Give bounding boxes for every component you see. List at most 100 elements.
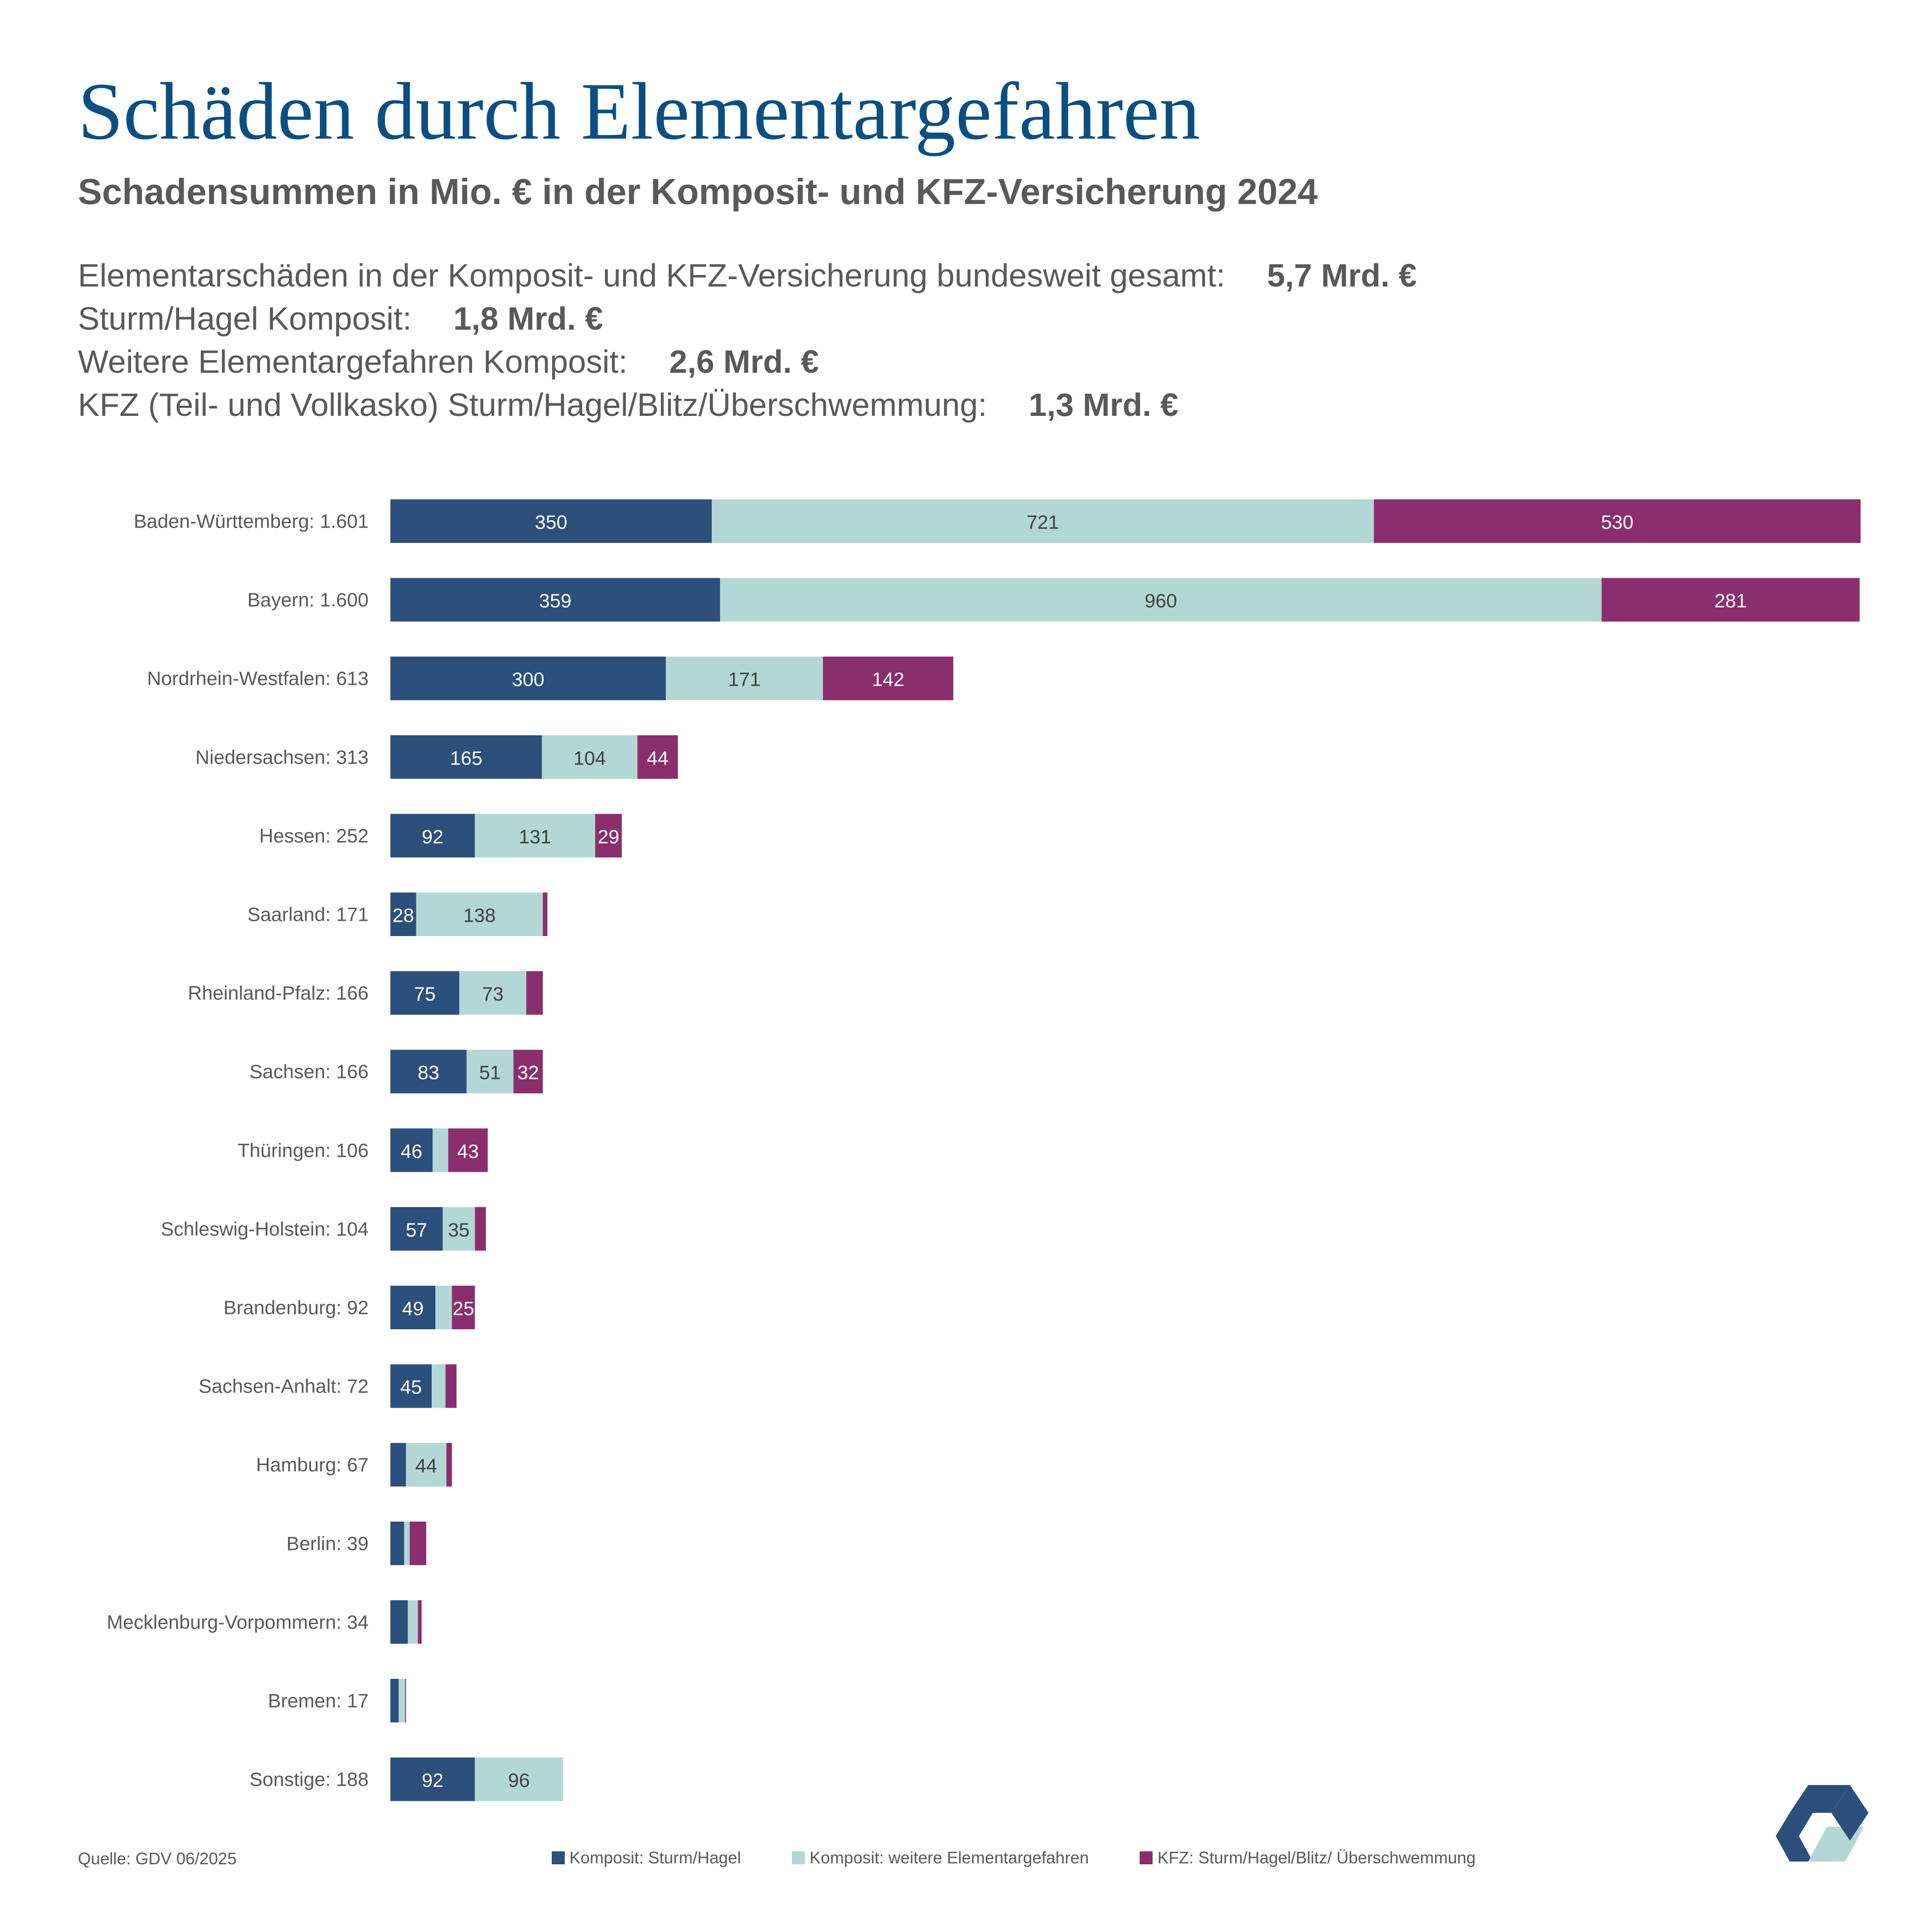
data-label: 92 [422,826,444,848]
summary-line-sturm-hagel: Sturm/Hagel Komposit: 1,8 Mrd. € [78,297,1417,340]
bar-segment [390,1050,467,1094]
data-label: 75 [414,983,436,1005]
data-label: 57 [406,1219,427,1241]
category-label: Rheinland-Pfalz: 166 [188,982,369,1004]
bar-segment [398,1679,405,1722]
bar-segment [390,893,416,936]
summary-value: 1,8 Mrd. € [453,300,603,337]
data-label: 171 [728,669,760,690]
bar-segment [445,1364,457,1408]
data-label: 45 [400,1376,422,1398]
legend-label: KFZ: Sturm/Hagel/Blitz/ Überschwemmung [1157,1848,1476,1867]
bar-segment [433,1128,448,1172]
category-label: Hessen: 252 [259,825,369,847]
summary-line-total: Elementarschäden in der Komposit- und KF… [78,254,1417,297]
data-label: 44 [415,1455,437,1477]
bar-segment [475,814,595,858]
bar-segment [390,657,666,701]
data-label: 104 [574,747,606,769]
page-subtitle: Schadensummen in Mio. € in der Komposit-… [78,171,1318,212]
bar-segment [720,578,1602,622]
page-title: Schäden durch Elementargefahren [78,66,1200,157]
bar-segment [1374,499,1861,543]
bar-segment [452,1286,475,1329]
category-label: Hamburg: 67 [256,1454,369,1476]
legend-label: Komposit: Sturm/Hagel [569,1848,741,1867]
category-label: Mecklenburg-Vorpommern: 34 [107,1611,369,1633]
bar-segment [404,1521,410,1565]
stacked-bar-chart: Baden-Württemberg: 1.601 350 721 530 Bayern:… [107,499,1861,1801]
data-label: 44 [647,747,669,769]
bar-segment [390,578,721,622]
category-label: Sachsen: 166 [249,1061,369,1083]
summary-value: 5,7 Mrd. € [1267,257,1417,293]
data-label: 46 [401,1140,422,1162]
chart-legend: Komposit: Sturm/Hagel Komposit: weitere … [552,1848,1527,1868]
summary-block: Elementarschäden in der Komposit- und KF… [78,254,1417,427]
summary-value: 2,6 Mrd. € [669,344,819,380]
bar-segment [459,971,527,1015]
bar-segment [442,1207,475,1251]
category-label: Brandenburg: 92 [223,1297,369,1319]
bar-segment [526,971,543,1015]
data-label: 28 [392,905,414,926]
data-label: 73 [482,983,504,1005]
bar-segment [390,735,542,779]
bar-segment [390,1207,443,1251]
legend-swatch [792,1851,805,1864]
summary-label: Elementarschäden in der Komposit- und KF… [78,257,1225,293]
category-label: Baden-Württemberg: 1.601 [134,510,369,532]
data-label: 142 [872,669,904,690]
category-label: Niedersachsen: 313 [195,746,369,768]
data-label: 92 [422,1769,444,1791]
category-label: Schleswig-Holstein: 104 [161,1218,369,1240]
legend-swatch [1140,1851,1153,1864]
data-label: 138 [463,905,496,926]
data-label: 51 [479,1062,501,1084]
bar-segment [390,499,712,543]
bar-segment [390,1364,432,1408]
summary-label: KFZ (Teil- und Vollkasko) Sturm/Hagel/Bl… [78,387,987,423]
bar-segment [416,893,543,936]
bar-segment [406,1443,446,1487]
bar-segment [390,814,475,858]
data-label: 25 [453,1298,474,1320]
bar-segment [513,1050,543,1094]
bar-segment [595,814,622,858]
summary-label: Weitere Elementargefahren Komposit: [78,344,628,380]
category-label: Bremen: 17 [268,1690,369,1712]
bar-segment [666,657,823,701]
data-label: 281 [1715,590,1747,612]
data-label: 350 [535,511,567,533]
summary-label: Sturm/Hagel Komposit: [78,300,412,337]
data-label: 300 [512,669,544,690]
bar-segment [390,971,459,1015]
summary-line-kfz: KFZ (Teil- und Vollkasko) Sturm/Hagel/Bl… [78,383,1417,427]
legend-item-weitere: Komposit: weitere Elementargefahren [792,1848,1089,1868]
category-label: Thüringen: 106 [237,1139,369,1161]
bar-segment [405,1679,406,1722]
bar-segment [390,1128,433,1172]
bar-segment [446,1443,452,1487]
bar-segment [390,1286,436,1329]
data-label: 131 [519,826,551,848]
category-label: Sachsen-Anhalt: 72 [198,1375,369,1397]
bar-segment [466,1050,514,1094]
bar-segment [418,1600,422,1644]
bar-segment [542,893,548,936]
bar-segment [475,1207,486,1251]
bar-segment [390,1521,404,1565]
gdv-logo-icon [1776,1785,1868,1862]
legend-item-sturm-hagel: Komposit: Sturm/Hagel [552,1848,741,1868]
bar-segment [435,1286,452,1329]
bar-segment [432,1364,446,1408]
data-label: 35 [448,1219,470,1241]
data-label: 530 [1601,511,1633,533]
summary-value: 1,3 Mrd. € [1028,387,1179,423]
bar-segment [409,1521,427,1565]
data-label: 32 [517,1062,539,1084]
bar-segment [408,1600,418,1644]
source-note: Quelle: GDV 06/2025 [78,1849,237,1868]
data-label: 49 [402,1298,424,1320]
data-label: 359 [539,590,571,612]
